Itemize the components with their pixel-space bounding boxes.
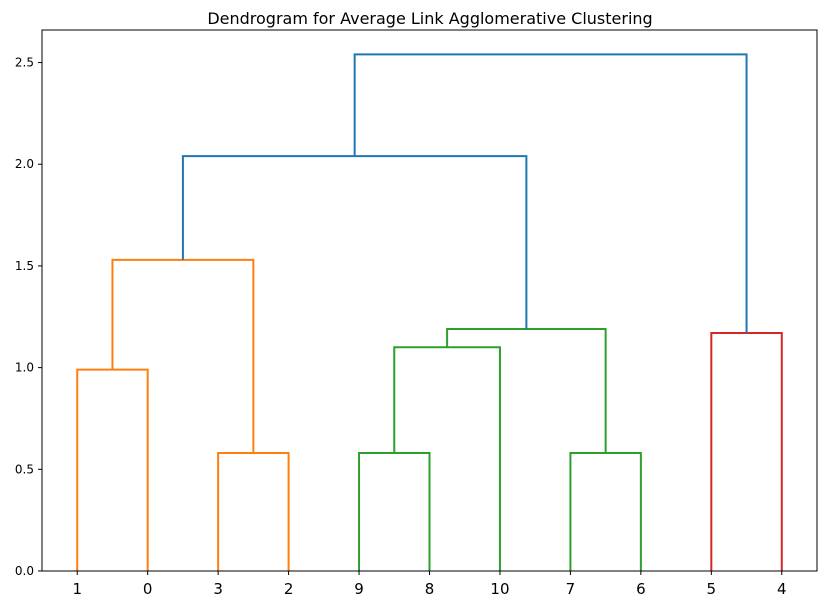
y-tick-label: 1.5 bbox=[15, 259, 34, 273]
leaf-label-9: 9 bbox=[354, 580, 364, 598]
dendrogram-link-m6 bbox=[569, 452, 642, 571]
dendrogram-links bbox=[76, 53, 783, 571]
x-axis: 1 0 3 2 9 8 10 7 6 5 4 bbox=[72, 571, 787, 598]
leaf-label-10: 10 bbox=[490, 580, 509, 598]
leaf-label-1: 1 bbox=[72, 580, 82, 598]
y-tick-label: 1.0 bbox=[15, 361, 34, 375]
dendrogram-link-m8 bbox=[710, 332, 783, 571]
leaf-label-3: 3 bbox=[213, 580, 223, 598]
dendrogram-link-m5 bbox=[393, 346, 501, 571]
y-tick-label: 2.5 bbox=[15, 56, 34, 70]
leaf-label-5: 5 bbox=[707, 580, 717, 598]
dendrogram-link-m3 bbox=[111, 258, 255, 454]
y-axis: 0.0 0.5 1.0 1.5 2.0 2.5 bbox=[15, 56, 42, 578]
dendrogram-link-m4 bbox=[358, 452, 431, 571]
leaf-label-8: 8 bbox=[425, 580, 435, 598]
dendrogram-link-m2 bbox=[217, 452, 290, 571]
y-tick-label: 0.0 bbox=[15, 564, 34, 578]
chart-title: Dendrogram for Average Link Agglomerativ… bbox=[207, 9, 652, 28]
dendrogram-link-m10 bbox=[353, 53, 748, 334]
dendrogram-link-m9 bbox=[181, 155, 528, 329]
leaf-label-4: 4 bbox=[777, 580, 787, 598]
y-tick-label: 0.5 bbox=[15, 462, 34, 476]
dendrogram-link-m7 bbox=[446, 327, 607, 454]
dendrogram-link-m1 bbox=[76, 368, 149, 571]
leaf-label-2: 2 bbox=[284, 580, 294, 598]
leaf-label-0: 0 bbox=[143, 580, 153, 598]
leaf-label-6: 6 bbox=[636, 580, 646, 598]
y-tick-label: 2.0 bbox=[15, 157, 34, 171]
leaf-label-7: 7 bbox=[566, 580, 576, 598]
